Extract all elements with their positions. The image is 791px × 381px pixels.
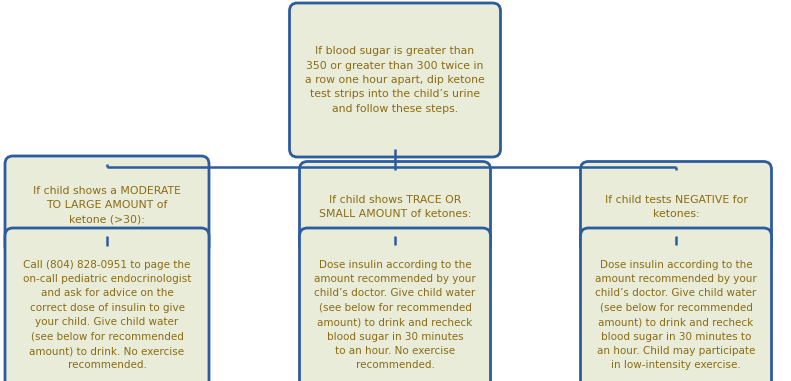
- FancyBboxPatch shape: [5, 156, 209, 254]
- FancyBboxPatch shape: [581, 228, 771, 381]
- FancyBboxPatch shape: [300, 162, 490, 253]
- Text: If child tests NEGATIVE for
ketones:: If child tests NEGATIVE for ketones:: [604, 195, 747, 219]
- Text: If blood sugar is greater than
350 or greater than 300 twice in
a row one hour a: If blood sugar is greater than 350 or gr…: [305, 46, 485, 114]
- Text: Dose insulin according to the
amount recommended by your
child’s doctor. Give ch: Dose insulin according to the amount rec…: [595, 259, 757, 370]
- Text: If child shows a MODERATE
TO LARGE AMOUNT of
ketone (>30):: If child shows a MODERATE TO LARGE AMOUN…: [33, 186, 181, 224]
- FancyBboxPatch shape: [290, 3, 501, 157]
- FancyBboxPatch shape: [5, 228, 209, 381]
- Text: If child shows TRACE OR
SMALL AMOUNT of ketones:: If child shows TRACE OR SMALL AMOUNT of …: [319, 195, 471, 219]
- Text: Dose insulin according to the
amount recommended by your
child’s doctor. Give ch: Dose insulin according to the amount rec…: [314, 259, 476, 370]
- FancyBboxPatch shape: [581, 162, 771, 253]
- FancyBboxPatch shape: [300, 228, 490, 381]
- Text: Call (804) 828-0951 to page the
on-call pediatric endocrinologist
and ask for ad: Call (804) 828-0951 to page the on-call …: [23, 259, 191, 370]
